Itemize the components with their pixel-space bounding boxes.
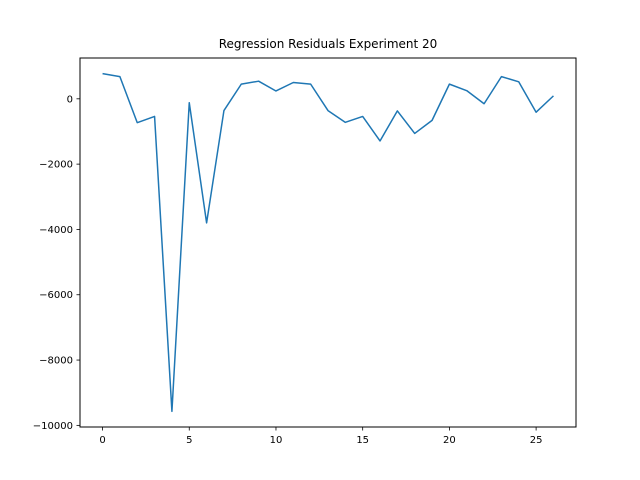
chart-title: Regression Residuals Experiment 20 bbox=[219, 37, 438, 51]
series-layer bbox=[102, 72, 554, 413]
y-tick-label: −10000 bbox=[33, 421, 73, 432]
plot-area-frame bbox=[79, 57, 577, 428]
x-tick-label: 0 bbox=[99, 435, 105, 446]
x-tick-label: 25 bbox=[530, 435, 543, 446]
x-tick-label: 5 bbox=[186, 435, 192, 446]
y-tick-label: −4000 bbox=[39, 225, 73, 236]
x-tick-label: 10 bbox=[270, 435, 283, 446]
y-axis-ticks: 0 −2000 −4000 −6000 −8000 −10000 bbox=[33, 94, 80, 432]
y-tick-label: −8000 bbox=[39, 356, 73, 367]
x-axis-ticks: 0 5 10 15 20 25 bbox=[99, 427, 542, 446]
y-tick-label: −6000 bbox=[39, 290, 73, 301]
y-tick-label: 0 bbox=[67, 94, 73, 105]
x-tick-label: 20 bbox=[443, 435, 456, 446]
x-tick-label: 15 bbox=[356, 435, 369, 446]
series-line-0 bbox=[102, 72, 554, 413]
y-tick-label: −2000 bbox=[39, 160, 73, 171]
